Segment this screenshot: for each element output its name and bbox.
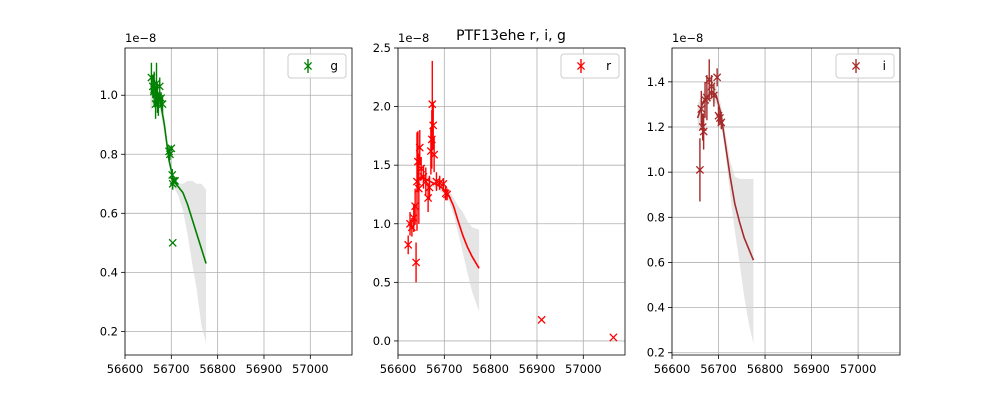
panel-r-offset-label: 1e−8	[398, 31, 429, 45]
data-point	[415, 143, 424, 152]
x-tick-label: 56700	[426, 362, 463, 376]
y-tick-label: 2.5	[373, 41, 391, 55]
y-tick-label: 0.2	[100, 324, 118, 338]
data-point	[428, 100, 437, 109]
data-point	[713, 73, 722, 82]
data-point	[697, 104, 706, 114]
x-tick-label: 56800	[199, 362, 236, 376]
panel-g-offset-label: 1e−8	[125, 31, 156, 45]
panel-g-confidence-band	[150, 77, 207, 344]
x-tick-label: 57000	[292, 362, 329, 376]
data-point	[404, 240, 413, 249]
data-point	[609, 333, 618, 342]
x-tick-label: 57000	[565, 362, 602, 376]
data-point	[157, 94, 166, 103]
data-point	[715, 113, 724, 123]
legend-label: r	[606, 59, 611, 73]
y-tick-label: 0.8	[647, 210, 665, 224]
y-tick-label: 0.8	[100, 147, 118, 161]
legend-marker	[303, 61, 313, 71]
data-point	[155, 82, 164, 91]
legend-marker	[851, 61, 861, 71]
y-tick-label: 0.2	[647, 346, 665, 360]
data-point	[430, 150, 439, 159]
data-point	[167, 144, 176, 153]
data-point	[429, 121, 438, 130]
data-point	[168, 170, 177, 179]
legend-marker	[576, 61, 586, 71]
panel-g-fit-line	[149, 84, 207, 264]
data-point	[699, 127, 708, 136]
y-tick-label: 1.2	[647, 120, 665, 134]
data-point	[709, 91, 718, 100]
data-point	[425, 183, 434, 192]
x-tick-label: 57000	[840, 362, 877, 376]
data-point	[412, 258, 421, 267]
data-point	[414, 184, 423, 193]
data-point	[695, 165, 704, 174]
panel-r-axes-frame	[397, 47, 626, 356]
data-point	[170, 176, 180, 185]
y-tick-label: 1.0	[100, 88, 118, 102]
y-tick-label: 2.0	[373, 100, 391, 114]
data-point	[169, 176, 178, 185]
data-point	[537, 315, 546, 324]
y-tick-label: 0.4	[100, 265, 118, 279]
y-tick-label: 0.4	[647, 301, 665, 315]
x-tick-label: 56900	[246, 362, 283, 376]
x-tick-label: 56600	[107, 362, 144, 376]
y-tick-label: 1.0	[647, 165, 665, 179]
x-tick-label: 56600	[654, 362, 691, 376]
y-tick-label: 0.6	[100, 206, 118, 220]
legend-frame	[560, 53, 620, 79]
legend-label: g	[330, 59, 338, 73]
data-point	[158, 100, 167, 109]
y-tick-label: 1.0	[373, 217, 391, 231]
y-tick-label: 0.6	[647, 255, 665, 269]
x-tick-label: 56900	[519, 362, 556, 376]
legend-frame	[287, 53, 347, 79]
legend-frame	[835, 53, 895, 79]
panel-i-axes-frame	[671, 47, 901, 356]
data-point	[424, 193, 433, 203]
data-point	[409, 213, 418, 222]
figure-title: PTF13ehe r, i, g	[456, 28, 566, 44]
x-tick-label: 56600	[380, 362, 417, 376]
panel-r-gridlines	[397, 47, 625, 355]
data-point	[165, 150, 174, 159]
panel-r: 56600 56700 56800 56900 57000 0.0 0.5 1.0 1.5 2.0…	[373, 31, 626, 376]
y-tick-label: 0.0	[373, 334, 391, 348]
legend-label: i	[883, 59, 886, 73]
x-tick-label: 56700	[700, 362, 737, 376]
y-tick-label: 1.5	[373, 158, 391, 172]
x-tick-label: 56800	[747, 362, 784, 376]
panel-i-legend: i	[835, 53, 895, 79]
x-tick-label: 56900	[793, 362, 830, 376]
panel-g-legend: g	[287, 53, 347, 79]
x-tick-label: 56700	[153, 362, 190, 376]
panel-g-gridlines	[124, 48, 352, 355]
panel-i-confidence-band	[697, 81, 754, 344]
x-tick-label: 56800	[472, 362, 509, 376]
panel-i: 56600 56700 56800 56900 57000 0.2 0.4 0.6 0.8 1.0…	[647, 31, 901, 376]
panel-g-axes-frame	[124, 47, 353, 356]
panel-i-offset-label: 1e−8	[672, 31, 703, 45]
y-tick-label: 0.5	[373, 275, 391, 289]
panel-r-legend: r	[560, 53, 620, 79]
data-point	[717, 118, 726, 127]
data-point	[443, 190, 452, 199]
panel-g: 56600 56700 56800 56900 57000 0.2 0.4 0.6 0.8 1.0…	[100, 31, 353, 376]
y-tick-label: 1.4	[647, 75, 665, 89]
data-point	[168, 238, 177, 247]
